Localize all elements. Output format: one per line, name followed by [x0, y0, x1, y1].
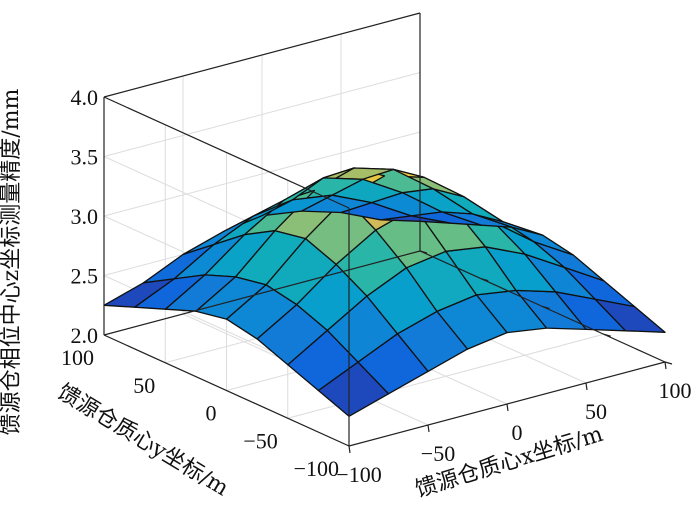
y-tick-mark — [664, 361, 673, 365]
x-tick-label: 50 — [585, 399, 607, 424]
y-tick-label: 0 — [206, 401, 217, 426]
y-tick-label: −50 — [243, 428, 277, 453]
x-tick-mark — [427, 424, 430, 433]
tick-labels: −100−50050100−100−500501002.02.53.03.54.… — [61, 85, 692, 487]
surface-patch — [103, 278, 175, 308]
axis-edge — [103, 96, 350, 209]
surface-mesh — [103, 167, 666, 417]
y-tick-mark — [481, 278, 489, 282]
axis-edge — [103, 250, 421, 336]
z-tick-label: 4.0 — [71, 85, 99, 110]
x-tick-label: 0 — [512, 420, 523, 445]
x-tick-label: 100 — [659, 378, 692, 403]
y-tick-mark — [603, 333, 611, 337]
y-tick-label: −100 — [294, 456, 339, 481]
z-tick-label: 2.5 — [71, 264, 99, 289]
axis-edge — [103, 12, 421, 98]
z-tick-label: 3.0 — [71, 204, 99, 229]
x-tick-mark — [664, 361, 667, 370]
x-tick-mark — [585, 382, 588, 391]
axis-edge — [103, 334, 350, 447]
x-tick-mark — [506, 403, 509, 412]
z-axis-label: 馈源仓相位中心z坐标测量精度/mm — [0, 89, 24, 436]
y-tick-mark — [419, 250, 428, 254]
grid-line-z-back — [103, 72, 421, 157]
x-tick-mark — [348, 445, 351, 454]
y-tick-label: 100 — [61, 345, 94, 370]
z-tick-label: 2.0 — [71, 323, 99, 348]
axis-frame — [103, 12, 673, 454]
y-axis-label: 馈源仓质心y坐标/m — [53, 380, 233, 502]
grid-line-z-back — [103, 131, 421, 217]
y-tick-mark — [542, 305, 550, 310]
x-tick-label: −50 — [421, 441, 455, 466]
y-tick-label: 50 — [133, 373, 155, 398]
x-tick-label: −100 — [336, 462, 381, 487]
z-tick-label: 3.5 — [71, 145, 99, 170]
